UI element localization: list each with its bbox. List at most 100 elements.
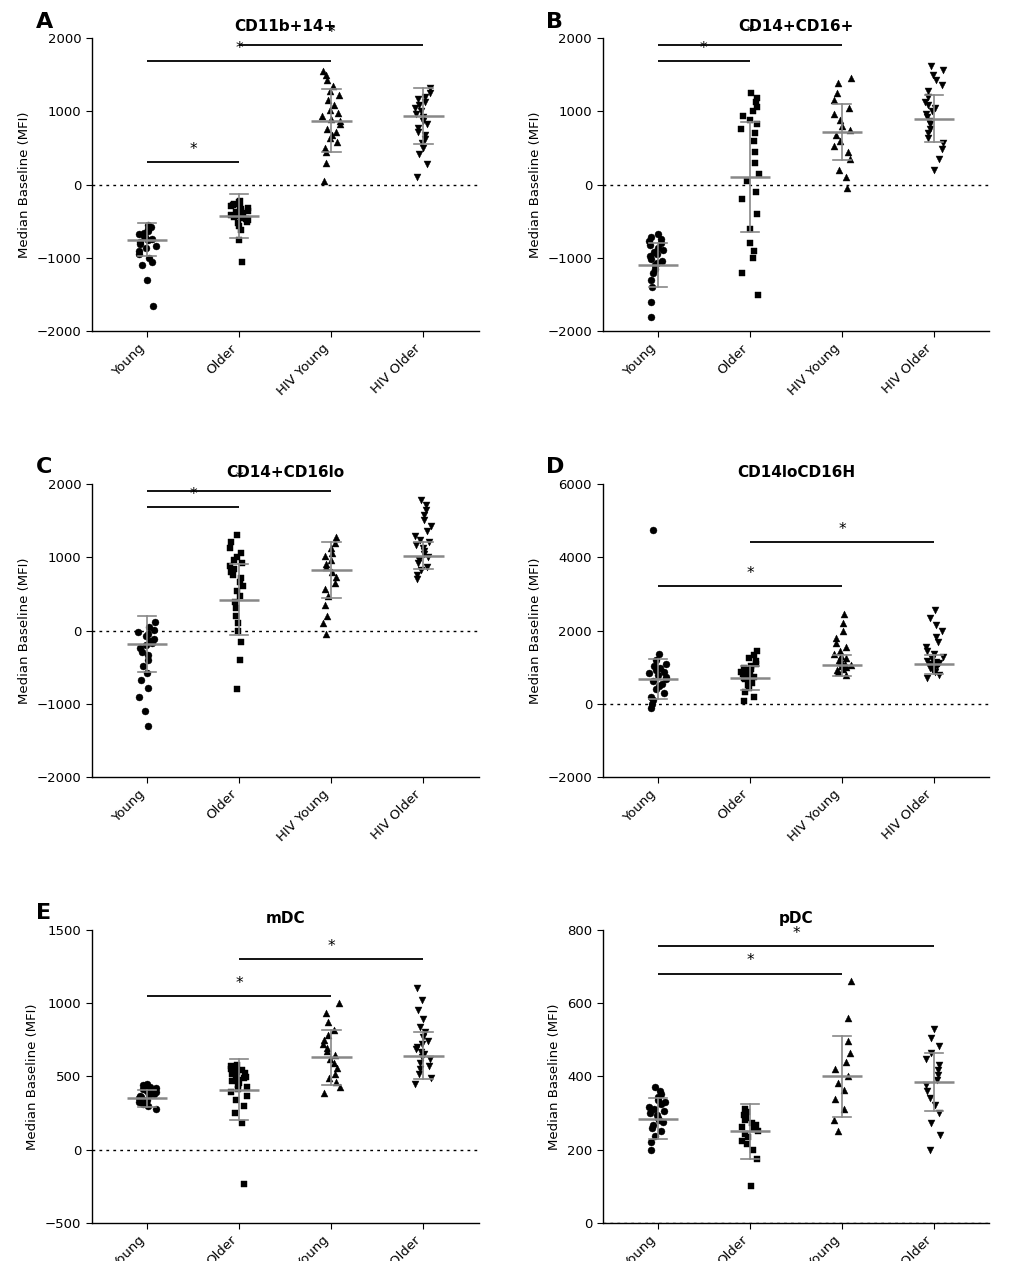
Point [410, 121, 426, 141]
Point [233, 552, 250, 572]
Point [140, 646, 156, 666]
Point [314, 106, 330, 126]
Point [837, 657, 853, 677]
Text: *: * [699, 42, 707, 55]
Point [929, 632, 946, 652]
Point [834, 658, 850, 678]
Point [222, 1057, 238, 1077]
Point [841, 120, 857, 140]
Point [325, 1019, 341, 1039]
Point [133, 255, 150, 275]
Point [830, 651, 847, 671]
Point [228, 202, 245, 222]
Point [328, 567, 344, 588]
Point [410, 90, 426, 110]
Point [745, 241, 761, 261]
Point [140, 624, 156, 644]
Point [318, 71, 334, 91]
Point [734, 663, 750, 683]
Point [920, 1088, 936, 1108]
Point [331, 1077, 347, 1097]
Point [223, 195, 239, 216]
Point [316, 1082, 332, 1102]
Point [411, 530, 427, 550]
Point [136, 223, 152, 243]
Point [411, 550, 427, 570]
Point [825, 1059, 842, 1079]
Point [410, 96, 426, 116]
Point [920, 608, 936, 628]
Point [232, 649, 249, 670]
Point [926, 98, 943, 119]
Point [830, 130, 847, 150]
Point [418, 521, 434, 541]
Point [643, 291, 659, 311]
Point [413, 1042, 429, 1062]
Point [421, 532, 437, 552]
Point [132, 671, 149, 691]
Point [837, 1052, 853, 1072]
Point [131, 1086, 148, 1106]
Point [825, 136, 842, 156]
Point [222, 556, 238, 576]
Point [420, 1055, 436, 1076]
Point [742, 83, 758, 103]
Point [650, 1087, 666, 1107]
Point [422, 516, 438, 536]
Point [144, 633, 160, 653]
Point [927, 615, 944, 636]
Point [737, 1111, 753, 1131]
Point [825, 643, 842, 663]
Point [933, 134, 950, 154]
Point [319, 605, 335, 625]
Text: D: D [546, 458, 565, 478]
Point [917, 637, 933, 657]
Point [642, 236, 658, 256]
Point [842, 149, 858, 169]
Point [825, 90, 842, 110]
Point [745, 248, 761, 269]
Point [918, 641, 934, 661]
Point [326, 572, 342, 593]
Point [739, 170, 755, 190]
Point [233, 1061, 250, 1081]
Point [329, 132, 345, 153]
Point [745, 1140, 761, 1160]
Point [135, 1093, 151, 1113]
Point [138, 636, 154, 656]
Point [828, 660, 845, 680]
Point [922, 1043, 938, 1063]
Point [916, 92, 932, 112]
Point [147, 612, 163, 632]
Point [742, 660, 758, 680]
Point [742, 656, 758, 676]
Point [416, 92, 432, 112]
Point [418, 501, 434, 521]
Point [317, 579, 333, 599]
Point [919, 87, 935, 107]
Point [142, 248, 158, 269]
Point [418, 496, 434, 516]
Point [923, 656, 940, 676]
Point [650, 676, 666, 696]
Point [414, 1034, 430, 1054]
Point [132, 1087, 149, 1107]
Point [417, 1023, 433, 1043]
Point [838, 637, 854, 657]
Text: C: C [36, 458, 52, 478]
Text: *: * [327, 25, 335, 40]
Point [926, 599, 943, 619]
Point [644, 671, 660, 691]
Point [222, 1082, 238, 1102]
Point [235, 1096, 252, 1116]
Point [930, 1103, 947, 1124]
Point [646, 1126, 662, 1146]
Point [644, 520, 660, 540]
Point [131, 638, 148, 658]
Title: mDC: mDC [265, 910, 305, 926]
Point [736, 1124, 752, 1144]
Point [227, 591, 244, 612]
Point [223, 1064, 239, 1084]
Point [827, 633, 844, 653]
Point [413, 560, 429, 580]
